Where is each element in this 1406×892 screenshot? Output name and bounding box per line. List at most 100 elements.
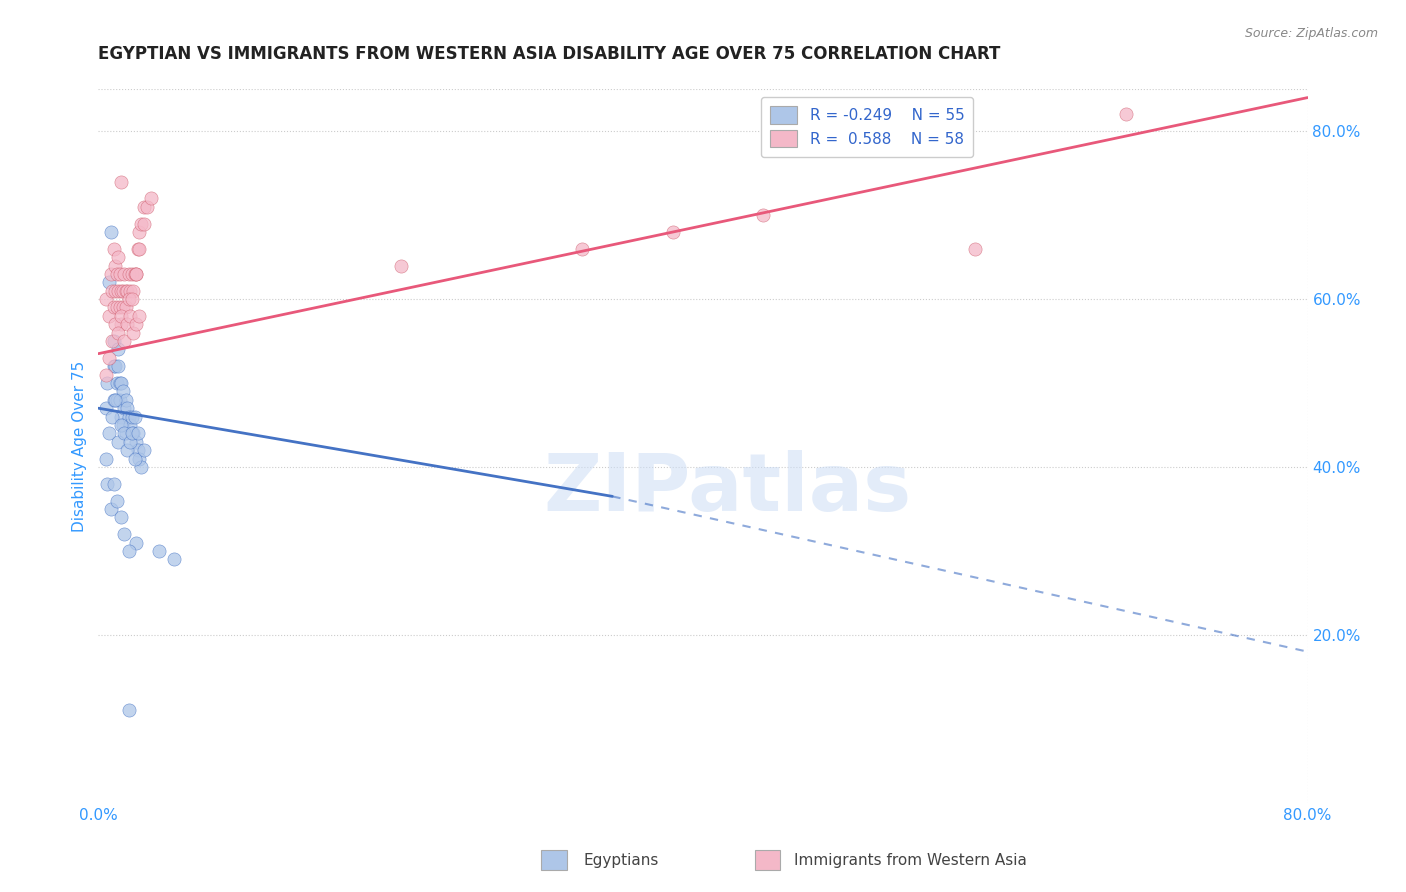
Point: [965, 242, 987, 256]
Point: [101, 409, 124, 424]
Point: [389, 259, 412, 273]
Point: [122, 426, 145, 441]
Point: [115, 284, 138, 298]
Point: [118, 544, 141, 558]
Point: [100, 225, 122, 239]
Point: [135, 200, 157, 214]
Point: [114, 284, 136, 298]
Point: [108, 267, 131, 281]
Point: [120, 417, 142, 432]
Point: [121, 426, 143, 441]
Point: [118, 703, 141, 717]
Point: [94, 401, 117, 416]
Point: [124, 409, 146, 424]
Point: [128, 225, 150, 239]
Point: [125, 535, 148, 549]
Point: [163, 552, 186, 566]
Point: [108, 376, 131, 390]
Point: [120, 284, 142, 298]
Point: [112, 267, 135, 281]
Point: [128, 309, 150, 323]
Point: [118, 267, 141, 281]
Point: [110, 309, 132, 323]
Point: [104, 284, 127, 298]
Point: [110, 284, 132, 298]
Point: [118, 409, 141, 424]
Point: [107, 434, 129, 449]
Point: [115, 443, 138, 458]
Point: [661, 225, 683, 239]
Point: [111, 284, 134, 298]
Point: [122, 326, 145, 340]
Point: [121, 267, 143, 281]
Point: [122, 284, 145, 298]
Point: [752, 208, 775, 222]
Point: [115, 318, 138, 332]
Point: [101, 284, 124, 298]
Point: [110, 376, 132, 390]
Point: [129, 460, 152, 475]
Point: [105, 376, 128, 390]
Point: [571, 242, 593, 256]
Point: [128, 242, 150, 256]
Point: [120, 434, 142, 449]
Point: [107, 359, 129, 374]
Point: [148, 544, 170, 558]
Text: Egyptians: Egyptians: [583, 854, 659, 868]
Point: [128, 451, 150, 466]
Point: [110, 175, 132, 189]
Point: [132, 217, 155, 231]
Point: [127, 443, 149, 458]
Point: [115, 401, 138, 416]
Point: [107, 284, 129, 298]
Point: [104, 259, 127, 273]
Point: [129, 217, 152, 231]
Text: ZIPatlas: ZIPatlas: [543, 450, 911, 528]
Y-axis label: Disability Age Over 75: Disability Age Over 75: [72, 360, 87, 532]
Point: [124, 267, 146, 281]
Point: [112, 334, 135, 348]
Point: [121, 292, 143, 306]
Point: [141, 191, 163, 205]
Point: [118, 292, 141, 306]
Point: [108, 301, 131, 315]
Point: [107, 343, 129, 357]
Point: [103, 334, 125, 348]
Point: [103, 476, 125, 491]
Text: EGYPTIAN VS IMMIGRANTS FROM WESTERN ASIA DISABILITY AGE OVER 75 CORRELATION CHAR: EGYPTIAN VS IMMIGRANTS FROM WESTERN ASIA…: [98, 45, 1001, 62]
Point: [105, 301, 128, 315]
Point: [112, 426, 135, 441]
Point: [127, 242, 149, 256]
Point: [107, 250, 129, 264]
Point: [125, 434, 148, 449]
Point: [103, 242, 125, 256]
Point: [127, 426, 149, 441]
Point: [105, 493, 128, 508]
Point: [111, 384, 134, 399]
Point: [110, 510, 132, 524]
Point: [132, 200, 155, 214]
Point: [124, 451, 146, 466]
Point: [114, 426, 136, 441]
Point: [111, 417, 134, 432]
Point: [111, 301, 134, 315]
Point: [105, 392, 128, 407]
Point: [104, 318, 127, 332]
Point: [108, 392, 131, 407]
Point: [110, 318, 132, 332]
Point: [98, 275, 121, 289]
Point: [103, 359, 125, 374]
Point: [98, 351, 121, 365]
Point: [125, 267, 148, 281]
Point: [132, 443, 155, 458]
Point: [125, 318, 148, 332]
Point: [1115, 107, 1137, 121]
Point: [112, 401, 135, 416]
Point: [104, 392, 127, 407]
Point: [96, 476, 118, 491]
Point: [103, 301, 125, 315]
Point: [110, 417, 132, 432]
Point: [107, 326, 129, 340]
Point: [120, 309, 142, 323]
Point: [94, 368, 117, 382]
